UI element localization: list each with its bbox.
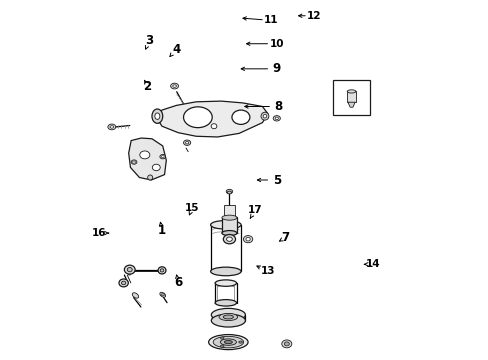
Ellipse shape (213, 336, 243, 348)
Ellipse shape (223, 234, 235, 244)
Text: 15: 15 (185, 203, 199, 213)
Text: 14: 14 (366, 259, 380, 269)
Ellipse shape (172, 85, 176, 87)
Ellipse shape (243, 235, 252, 243)
Text: 2: 2 (143, 80, 151, 93)
Ellipse shape (219, 314, 237, 320)
Ellipse shape (170, 83, 178, 89)
Text: 10: 10 (269, 39, 284, 49)
Ellipse shape (185, 141, 188, 144)
Ellipse shape (131, 160, 137, 164)
Ellipse shape (108, 124, 116, 130)
Ellipse shape (215, 280, 236, 286)
Ellipse shape (211, 124, 217, 129)
Ellipse shape (220, 337, 224, 339)
Ellipse shape (119, 279, 128, 287)
Ellipse shape (261, 112, 268, 120)
Ellipse shape (160, 269, 163, 272)
Ellipse shape (124, 265, 135, 274)
Ellipse shape (227, 191, 231, 194)
Ellipse shape (140, 151, 149, 159)
Ellipse shape (208, 334, 247, 350)
Text: 13: 13 (260, 266, 274, 276)
Ellipse shape (183, 107, 212, 128)
Ellipse shape (160, 292, 165, 297)
Text: 9: 9 (272, 62, 280, 75)
Ellipse shape (263, 114, 266, 118)
Text: 16: 16 (92, 228, 106, 238)
Bar (222, 217, 237, 233)
Polygon shape (128, 138, 166, 180)
Ellipse shape (210, 221, 241, 229)
Ellipse shape (152, 109, 163, 123)
Text: 7: 7 (281, 231, 289, 244)
Ellipse shape (346, 90, 355, 93)
Text: 8: 8 (274, 100, 282, 113)
Bar (223, 205, 235, 218)
Ellipse shape (121, 281, 125, 285)
Ellipse shape (211, 314, 245, 327)
Ellipse shape (147, 175, 152, 180)
Ellipse shape (223, 315, 233, 319)
Ellipse shape (245, 237, 250, 241)
Polygon shape (155, 101, 267, 137)
Text: 12: 12 (306, 11, 321, 21)
Ellipse shape (211, 309, 245, 321)
Polygon shape (128, 270, 131, 275)
Polygon shape (347, 102, 354, 107)
Ellipse shape (284, 342, 289, 346)
Ellipse shape (222, 215, 237, 220)
Ellipse shape (275, 117, 278, 120)
Ellipse shape (183, 140, 190, 145)
Ellipse shape (161, 156, 164, 158)
Ellipse shape (238, 341, 242, 343)
Ellipse shape (226, 237, 232, 241)
Text: 17: 17 (247, 206, 262, 216)
Ellipse shape (226, 189, 232, 194)
Ellipse shape (132, 161, 135, 163)
Ellipse shape (110, 126, 113, 128)
Ellipse shape (215, 300, 236, 306)
Text: 4: 4 (172, 42, 180, 55)
Ellipse shape (281, 340, 291, 348)
Text: 3: 3 (145, 33, 153, 47)
Text: 1: 1 (158, 224, 166, 237)
Bar (346, 91, 355, 102)
Ellipse shape (132, 293, 139, 298)
Ellipse shape (158, 267, 165, 274)
Ellipse shape (210, 267, 241, 276)
Ellipse shape (231, 110, 249, 125)
Ellipse shape (127, 267, 132, 272)
Ellipse shape (160, 154, 165, 159)
Ellipse shape (152, 164, 160, 171)
Text: 11: 11 (264, 15, 278, 26)
Ellipse shape (161, 294, 164, 296)
Text: 5: 5 (272, 174, 280, 186)
Text: 6: 6 (174, 276, 182, 289)
Ellipse shape (155, 113, 160, 120)
Ellipse shape (220, 345, 224, 347)
Ellipse shape (222, 230, 237, 235)
Bar (332, 80, 369, 116)
Ellipse shape (224, 341, 232, 344)
Ellipse shape (273, 116, 280, 121)
Ellipse shape (220, 339, 236, 345)
